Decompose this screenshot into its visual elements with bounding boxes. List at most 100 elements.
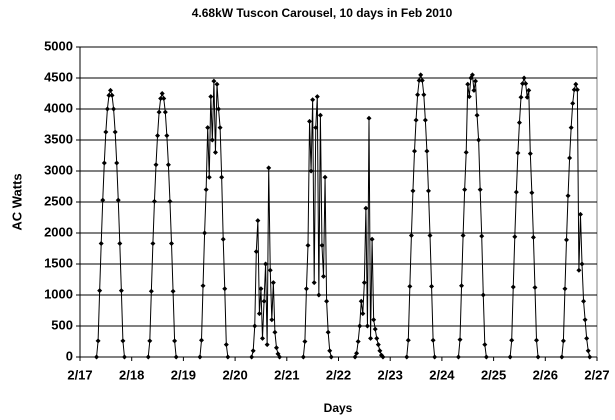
data-point: [97, 288, 103, 294]
x-tick-label: 2/17: [67, 367, 92, 382]
data-point: [424, 148, 430, 154]
data-point: [316, 292, 322, 298]
data-point: [260, 335, 266, 341]
y-tick-label: 4500: [44, 69, 73, 84]
data-point: [208, 94, 214, 100]
data-point: [264, 342, 270, 348]
y-tick-label: 0: [66, 348, 73, 363]
data-point: [411, 148, 417, 154]
data-point: [565, 193, 571, 199]
data-point: [430, 337, 436, 343]
x-tick-label: 2/25: [481, 367, 506, 382]
x-tick-label: 2/19: [171, 367, 196, 382]
data-point: [214, 81, 220, 87]
data-point: [425, 188, 431, 194]
data-point: [579, 261, 585, 267]
data-point: [529, 190, 535, 196]
data-point: [305, 242, 311, 248]
data-point: [250, 348, 256, 354]
data-point: [219, 174, 225, 180]
data-point: [302, 339, 308, 344]
data-point: [120, 338, 126, 344]
data-point: [577, 211, 583, 217]
data-point: [404, 354, 410, 360]
data-point: [277, 354, 283, 360]
data-point: [101, 160, 107, 166]
data-point: [106, 92, 112, 98]
data-point: [197, 354, 203, 360]
x-tick-label: 2/26: [533, 367, 558, 382]
x-axis-label: Days: [324, 401, 353, 415]
data-point: [267, 267, 273, 273]
y-axis-label: AC Watts: [9, 173, 24, 230]
data-point: [567, 155, 573, 161]
data-point: [421, 92, 427, 98]
data-point: [112, 129, 118, 135]
data-point: [405, 337, 411, 343]
data-point: [582, 317, 588, 323]
y-tick-label: 2000: [44, 224, 73, 239]
data-point: [364, 323, 370, 329]
data-point: [473, 78, 479, 84]
data-point: [300, 354, 306, 360]
data-point: [252, 323, 258, 329]
data-point: [95, 338, 101, 344]
data-point: [253, 249, 259, 255]
chart-title: 4.68kW Tuscon Carousel, 10 days in Feb 2…: [192, 6, 453, 20]
data-point: [372, 326, 378, 332]
data-point: [111, 106, 117, 112]
data-point: [225, 354, 231, 360]
data-point: [366, 115, 372, 121]
data-point: [270, 280, 276, 286]
data-point: [363, 205, 369, 211]
data-point: [352, 354, 358, 360]
data-point: [368, 335, 374, 341]
data-point: [509, 337, 515, 343]
data-point: [482, 342, 488, 348]
data-point: [462, 187, 468, 193]
data-point: [585, 348, 591, 354]
data-point: [212, 149, 218, 155]
data-point: [415, 92, 421, 98]
x-tick-label: 2/22: [326, 367, 351, 382]
data-point: [319, 242, 325, 248]
data-point: [520, 81, 526, 87]
data-point: [479, 233, 485, 239]
data-point: [526, 87, 532, 93]
data-point: [211, 78, 217, 84]
data-point: [269, 317, 275, 323]
data-point: [357, 323, 363, 329]
data-point: [480, 292, 486, 298]
data-point: [455, 354, 461, 360]
data-point: [159, 91, 165, 96]
data-point: [324, 298, 330, 304]
data-point: [158, 95, 164, 101]
data-point: [148, 288, 154, 294]
data-point: [354, 350, 360, 356]
y-tick-label: 5000: [44, 38, 73, 53]
data-point: [314, 94, 320, 100]
data-point: [407, 283, 413, 289]
data-point: [374, 335, 380, 341]
data-point: [313, 125, 319, 131]
y-tick-label: 3500: [44, 131, 73, 146]
data-point: [477, 187, 483, 193]
data-point: [202, 230, 208, 236]
data-point: [161, 95, 167, 101]
data-point: [534, 337, 540, 343]
data-point: [361, 280, 367, 286]
data-point: [574, 87, 580, 93]
data-point: [328, 354, 334, 360]
data-point: [535, 354, 541, 360]
data-point: [432, 354, 438, 360]
data-point: [474, 112, 480, 118]
data-point: [167, 198, 173, 204]
data-point: [524, 94, 530, 100]
data-point: [307, 118, 313, 124]
data-point: [573, 81, 579, 87]
data-point: [560, 338, 566, 344]
data-point: [408, 232, 414, 238]
data-point: [521, 75, 527, 81]
data-point: [311, 280, 317, 286]
data-point: [121, 354, 127, 360]
